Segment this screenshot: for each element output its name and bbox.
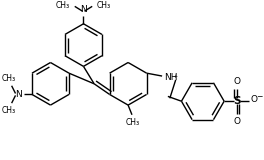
Text: O: O	[250, 95, 257, 104]
Text: O: O	[233, 117, 240, 126]
Text: CH₃: CH₃	[2, 74, 16, 83]
Text: N: N	[16, 90, 22, 99]
Text: CH₃: CH₃	[126, 118, 140, 127]
Text: +: +	[173, 74, 178, 79]
Text: NH: NH	[164, 73, 178, 83]
Text: CH₃: CH₃	[2, 106, 16, 115]
Text: CH₃: CH₃	[56, 1, 70, 10]
Text: −: −	[256, 92, 262, 101]
Text: N: N	[80, 5, 87, 14]
Text: S: S	[233, 96, 241, 106]
Text: O: O	[233, 77, 240, 86]
Text: CH₃: CH₃	[97, 1, 111, 10]
